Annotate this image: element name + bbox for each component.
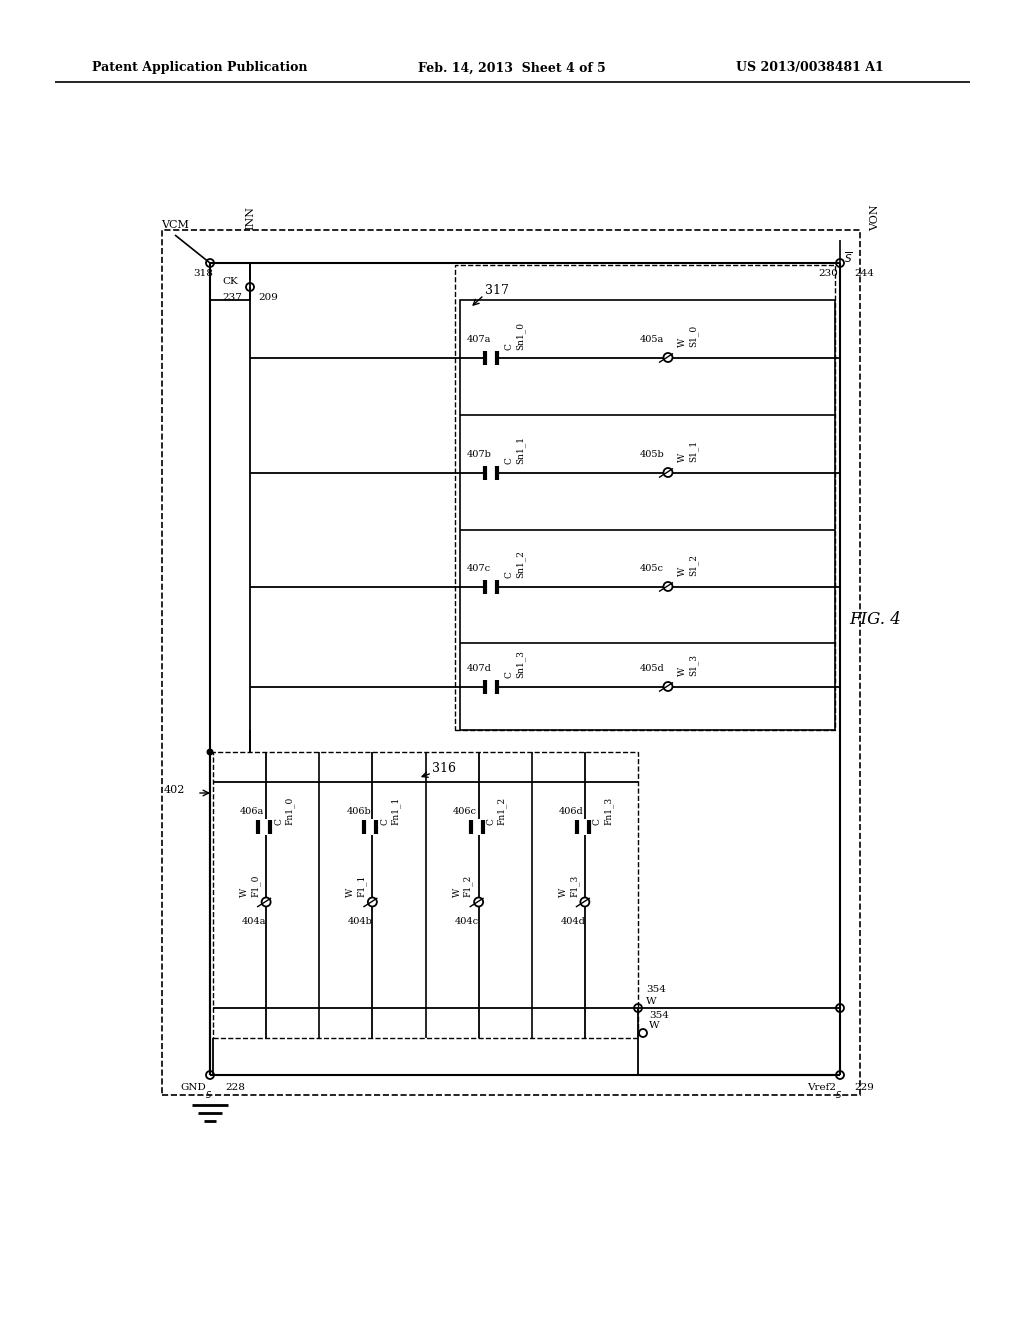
- Text: W
S1_2: W S1_2: [678, 553, 698, 576]
- Text: 316: 316: [432, 762, 456, 775]
- Text: Feb. 14, 2013  Sheet 4 of 5: Feb. 14, 2013 Sheet 4 of 5: [418, 62, 606, 74]
- Text: 354: 354: [646, 986, 666, 994]
- Text: 318: 318: [193, 268, 213, 277]
- Text: C
Sn1_0: C Sn1_0: [505, 322, 525, 350]
- Text: 209: 209: [258, 293, 278, 302]
- Text: 402: 402: [164, 785, 185, 795]
- Text: W: W: [649, 1020, 659, 1030]
- Text: 405b: 405b: [640, 450, 665, 459]
- Text: FIG. 4: FIG. 4: [849, 611, 901, 628]
- Bar: [162, 230, 860, 1096]
- Text: CK: CK: [222, 277, 238, 286]
- Text: W
F1_3: W F1_3: [559, 875, 579, 898]
- Text: 406d: 406d: [559, 807, 584, 816]
- Text: 228: 228: [225, 1082, 245, 1092]
- Circle shape: [207, 748, 213, 755]
- Text: 404a: 404a: [242, 917, 266, 927]
- Text: 406a: 406a: [240, 807, 264, 816]
- Text: 407c: 407c: [467, 564, 492, 573]
- Text: 354: 354: [649, 1011, 669, 1019]
- Text: C
Fn1_0: C Fn1_0: [274, 797, 294, 825]
- Text: C
Fn1_2: C Fn1_2: [486, 797, 507, 825]
- Text: Vref2: Vref2: [807, 1082, 836, 1092]
- Text: 407b: 407b: [467, 450, 492, 459]
- Text: C
Sn1_2: C Sn1_2: [505, 550, 525, 578]
- Text: GND: GND: [180, 1082, 206, 1092]
- Text: 407a: 407a: [467, 335, 492, 345]
- Text: C
Sn1_3: C Sn1_3: [505, 651, 525, 678]
- Text: 406c: 406c: [453, 807, 476, 816]
- Bar: [213, 752, 638, 1038]
- Text: 317: 317: [485, 284, 509, 297]
- Text: $S$: $S$: [206, 1089, 213, 1101]
- Text: 404d: 404d: [560, 917, 586, 927]
- Text: US 2013/0038481 A1: US 2013/0038481 A1: [736, 62, 884, 74]
- Text: $\overline{S}$: $\overline{S}$: [844, 251, 853, 265]
- Text: W
F1_2: W F1_2: [453, 875, 473, 898]
- Text: VON: VON: [870, 205, 880, 231]
- Text: $S$: $S$: [836, 1089, 843, 1101]
- Bar: [460, 300, 835, 730]
- Text: 405a: 405a: [640, 335, 665, 345]
- Text: W
F1_0: W F1_0: [240, 875, 260, 898]
- Text: W
F1_1: W F1_1: [346, 875, 367, 898]
- Text: 237: 237: [222, 293, 242, 302]
- Text: 407d: 407d: [467, 664, 492, 673]
- Text: 405c: 405c: [640, 564, 664, 573]
- Text: C
Sn1_1: C Sn1_1: [505, 437, 525, 465]
- Text: 244: 244: [854, 268, 873, 277]
- Text: W
S1_0: W S1_0: [678, 325, 698, 347]
- Text: 230: 230: [818, 268, 838, 277]
- Text: VCM: VCM: [161, 220, 189, 230]
- Text: W
S1_1: W S1_1: [678, 440, 698, 462]
- Text: 404b: 404b: [348, 917, 373, 927]
- Text: 229: 229: [854, 1082, 873, 1092]
- Text: W
S1_3: W S1_3: [678, 653, 698, 676]
- Text: INN: INN: [245, 206, 255, 230]
- Text: Patent Application Publication: Patent Application Publication: [92, 62, 308, 74]
- Text: 404c: 404c: [455, 917, 478, 927]
- Text: 405d: 405d: [640, 664, 665, 673]
- Text: C
Fn1_1: C Fn1_1: [380, 797, 400, 825]
- Text: W: W: [646, 997, 656, 1006]
- Bar: [455, 265, 835, 730]
- Text: 406b: 406b: [346, 807, 371, 816]
- Text: C
Fn1_3: C Fn1_3: [593, 797, 613, 825]
